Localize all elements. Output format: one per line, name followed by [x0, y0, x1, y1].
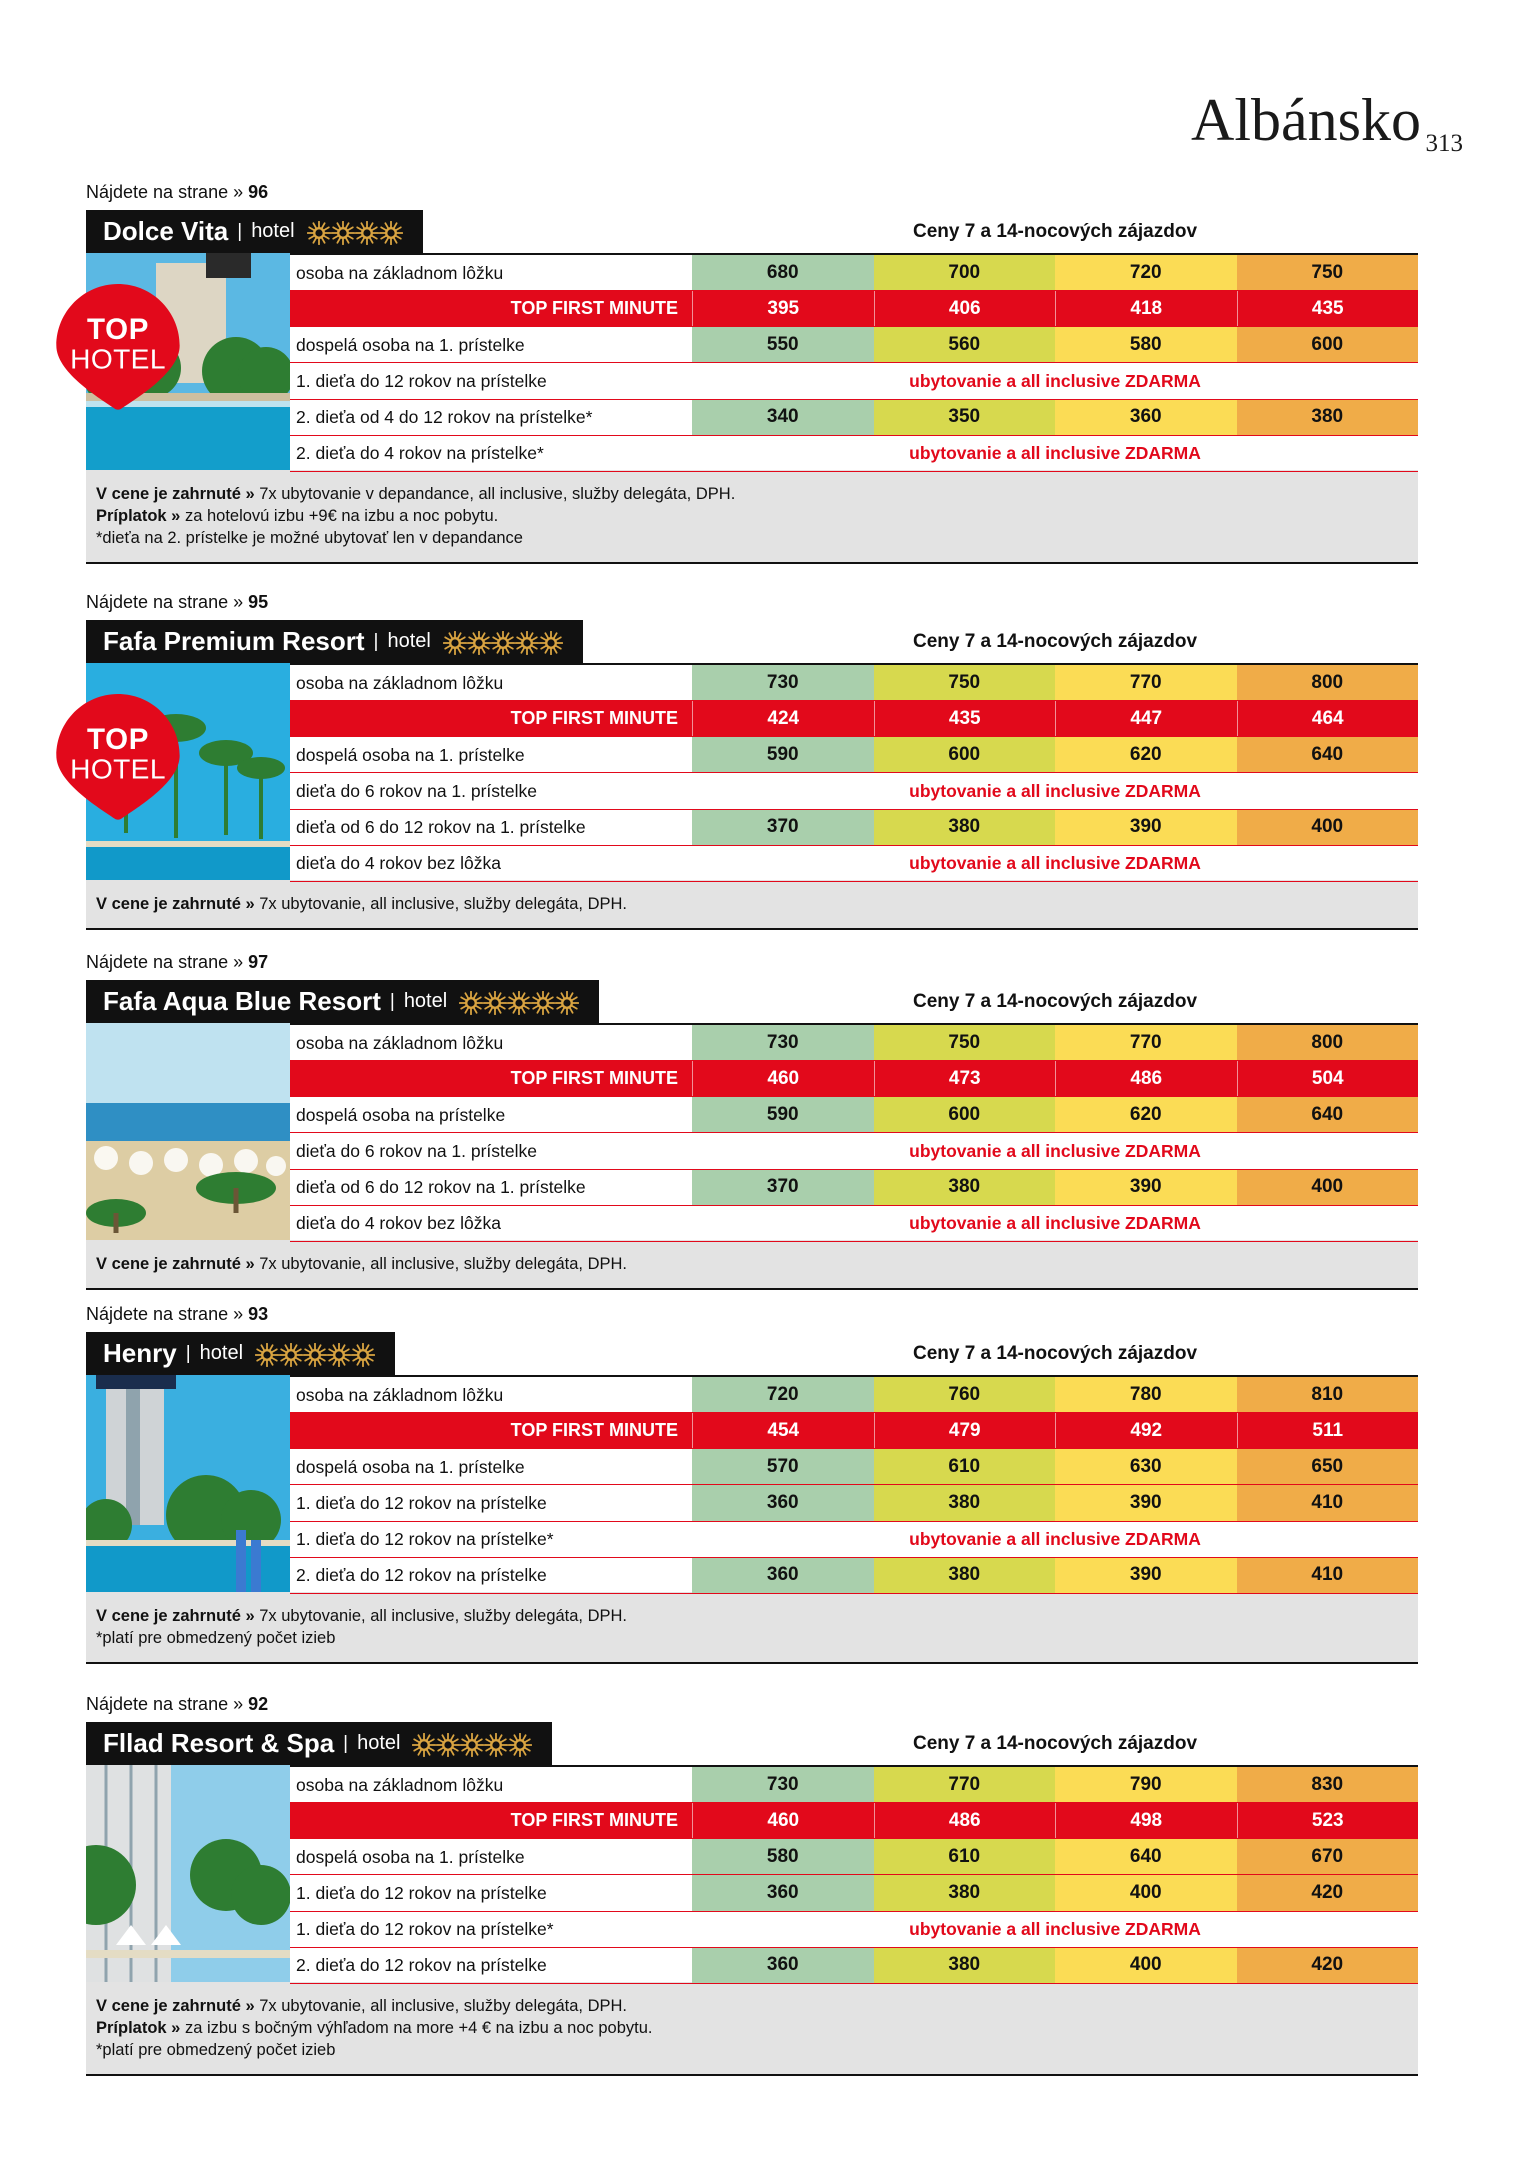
svg-text:TOP: TOP: [87, 723, 149, 756]
svg-text:HOTEL: HOTEL: [70, 343, 166, 374]
svg-text:TOP: TOP: [87, 313, 149, 346]
svg-text:HOTEL: HOTEL: [70, 753, 166, 784]
